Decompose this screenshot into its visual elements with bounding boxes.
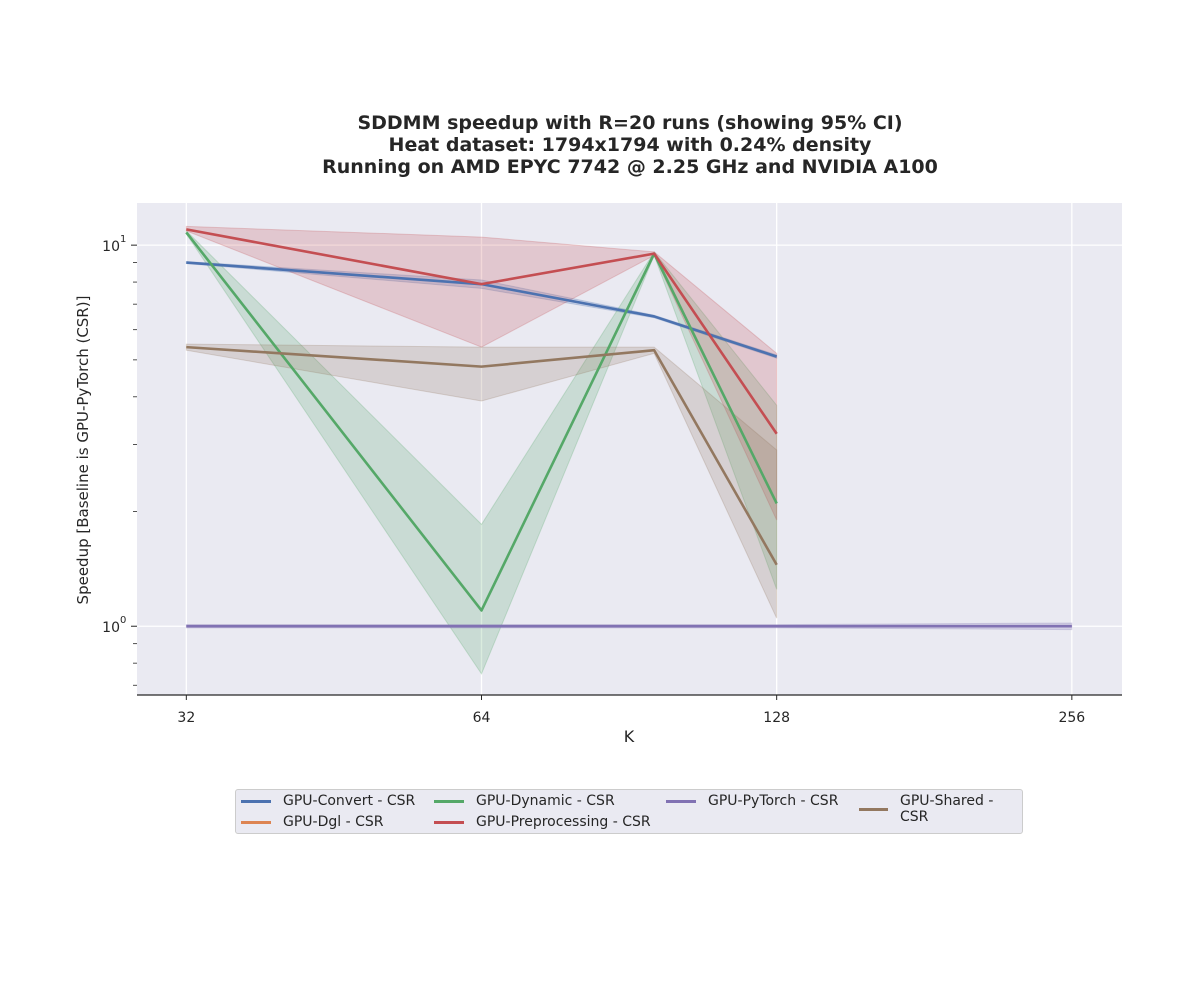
y-tick-exponent: 1 bbox=[120, 234, 126, 245]
x-tick-label: 64 bbox=[473, 710, 491, 726]
x-tick-label: 256 bbox=[1058, 710, 1085, 726]
x-tick-label: 32 bbox=[177, 710, 195, 726]
series-line-gpu-dynamic-csr bbox=[185, 231, 778, 612]
legend-label: GPU-Shared - CSR bbox=[900, 793, 994, 825]
y-tick-label: 10 bbox=[102, 239, 120, 255]
legend-item-gpu-dgl: GPU-Dgl - CSR bbox=[241, 814, 384, 830]
legend-swatch bbox=[859, 807, 888, 811]
ci-band-gpu-shared-csr bbox=[185, 343, 778, 619]
legend-label: GPU-Convert - CSR bbox=[283, 793, 416, 809]
ci-band-gpu-convert-csr bbox=[185, 261, 778, 359]
legend: GPU-Convert - CSR GPU-Dgl - CSR GPU-Dyna… bbox=[235, 789, 1023, 834]
series-line-gpu-preprocessing-csr bbox=[186, 228, 778, 435]
x-tick-label: 128 bbox=[763, 710, 790, 726]
series-line-gpu-convert-csr bbox=[186, 261, 778, 358]
legend-item-gpu-convert: GPU-Convert - CSR bbox=[241, 793, 415, 809]
legend-swatch bbox=[666, 799, 696, 803]
legend-item-gpu-preprocessing: GPU-Preprocessing - CSR bbox=[434, 814, 651, 830]
y-tick-exponent: 0 bbox=[120, 615, 126, 626]
chart-title-line-3: Running on AMD EPYC 7742 @ 2.25 GHz and … bbox=[322, 156, 938, 178]
legend-swatch bbox=[434, 799, 464, 803]
legend-label: GPU-PyTorch - CSR bbox=[708, 793, 839, 809]
series-line-layer bbox=[185, 228, 1072, 628]
y-tick-label: 10 bbox=[102, 620, 120, 636]
legend-label: GPU-Preprocessing - CSR bbox=[476, 814, 651, 830]
series-line-gpu-shared-csr bbox=[186, 345, 778, 566]
legend-swatch bbox=[241, 820, 271, 824]
legend-swatch bbox=[241, 799, 271, 803]
chart-title-line-1: SDDMM speedup with R=20 runs (showing 95… bbox=[357, 112, 903, 134]
legend-label: GPU-Dgl - CSR bbox=[283, 814, 384, 830]
legend-item-gpu-dynamic: GPU-Dynamic - CSR bbox=[434, 793, 615, 809]
legend-label: GPU-Dynamic - CSR bbox=[476, 793, 615, 809]
legend-swatch bbox=[434, 820, 464, 824]
y-axis-label: Speedup [Baseline is GPU-PyTorch (CSR)] bbox=[74, 296, 92, 605]
plot-area bbox=[137, 203, 1122, 695]
ci-band-gpu-dynamic-csr bbox=[185, 229, 778, 675]
legend-item-gpu-pytorch: GPU-PyTorch - CSR bbox=[666, 793, 838, 809]
chart-title-line-2: Heat dataset: 1794x1794 with 0.24% densi… bbox=[388, 134, 872, 156]
legend-item-gpu-shared: GPU-Shared - CSR bbox=[859, 793, 1022, 825]
x-axis-label: K bbox=[624, 727, 635, 746]
